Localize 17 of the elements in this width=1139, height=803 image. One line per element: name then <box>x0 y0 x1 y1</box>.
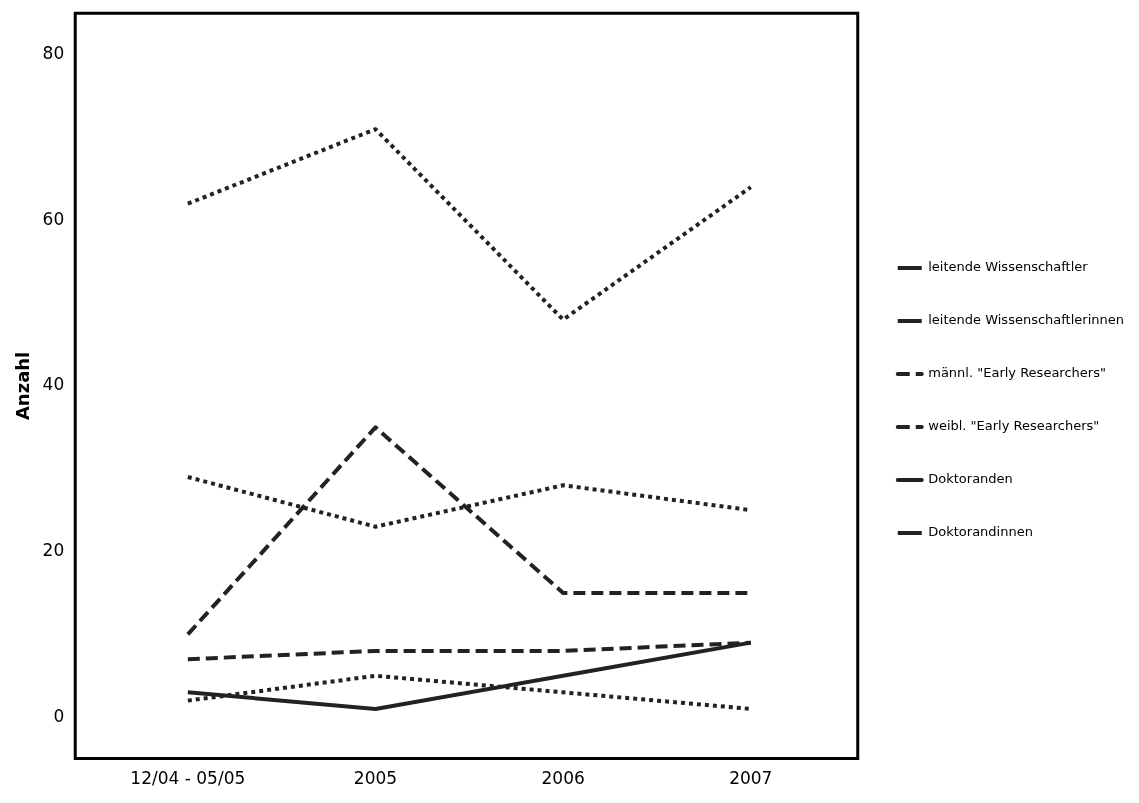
y-tick-label: 20 <box>42 539 65 560</box>
line-series <box>185 127 753 322</box>
y-tick-label: 0 <box>53 705 65 726</box>
legend-label: leitende Wissenschaftlerinnen <box>928 312 1125 328</box>
x-tick-label: 2006 <box>541 768 585 789</box>
x-tick-label: 2005 <box>353 768 398 789</box>
x-tick-label: 2007 <box>729 768 773 789</box>
y-tick-label: 60 <box>42 208 65 229</box>
legend-label: männl. "Early Researchers" <box>928 365 1106 381</box>
legend-label: weibl. "Early Researchers" <box>928 418 1100 434</box>
x-tick-label: 12/04 - 05/05 <box>130 768 246 789</box>
legend-label: leitende Wissenschaftler <box>928 259 1089 275</box>
legend-label: Doktoranden <box>928 471 1013 487</box>
y-axis-title: Anzahl <box>12 351 34 421</box>
y-tick-label: 80 <box>42 43 65 64</box>
legend-label: Doktorandinnen <box>928 524 1033 540</box>
y-tick-label: 40 <box>42 374 65 395</box>
